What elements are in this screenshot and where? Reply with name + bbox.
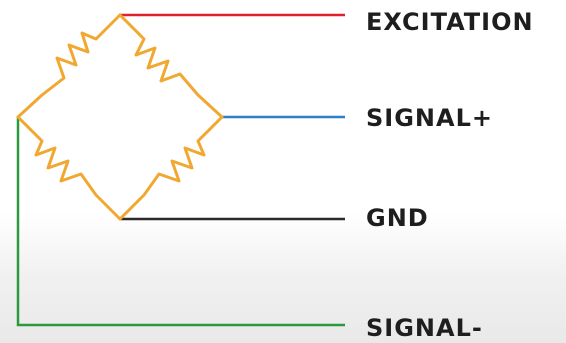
signal-plus-label: SIGNAL+	[366, 104, 493, 132]
resistor-bottom-left	[16, 115, 122, 221]
signal-minus-wire	[16, 117, 345, 327]
excitation-label: EXCITATION	[366, 8, 534, 36]
resistor-top-left	[16, 13, 122, 119]
signal-minus-label: SIGNAL-	[366, 314, 483, 342]
resistor-bottom-right	[118, 115, 224, 221]
gnd-label: GND	[366, 204, 429, 232]
resistor-top-right	[118, 13, 224, 119]
wheatstone-bridge-icon	[16, 13, 224, 221]
